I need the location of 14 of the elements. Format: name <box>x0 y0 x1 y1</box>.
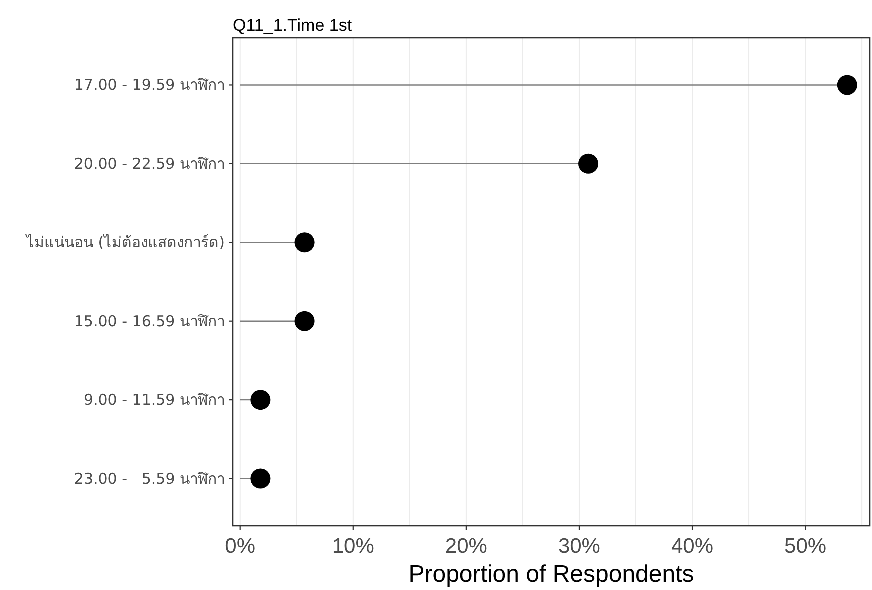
x-tick-label: 50% <box>784 535 827 558</box>
y-tick-label: 17.00 - 19.59 นาฬิกา <box>74 76 225 94</box>
x-tick-label: 0% <box>225 535 256 558</box>
y-tick-label: 15.00 - 16.59 นาฬิกา <box>74 312 225 330</box>
x-tick-label: 40% <box>672 535 714 558</box>
x-axis-title: Proportion of Respondents <box>408 561 694 588</box>
y-tick-label: 9.00 - 11.59 นาฬิกา <box>84 391 225 410</box>
x-tick-label: 20% <box>445 535 488 558</box>
x-tick-label: 30% <box>558 535 600 558</box>
chart-title: Q11_1.Time 1st <box>233 16 352 35</box>
y-tick-label: ไม่แน่นอน (ไม่ต้องแสดงการ์ด) <box>26 234 225 252</box>
y-tick-label: 20.00 - 22.59 นาฬิกา <box>74 154 225 173</box>
y-tick-label: 23.00 - 5.59 นาฬิกา <box>74 470 225 488</box>
x-tick-label: 10% <box>332 535 374 558</box>
